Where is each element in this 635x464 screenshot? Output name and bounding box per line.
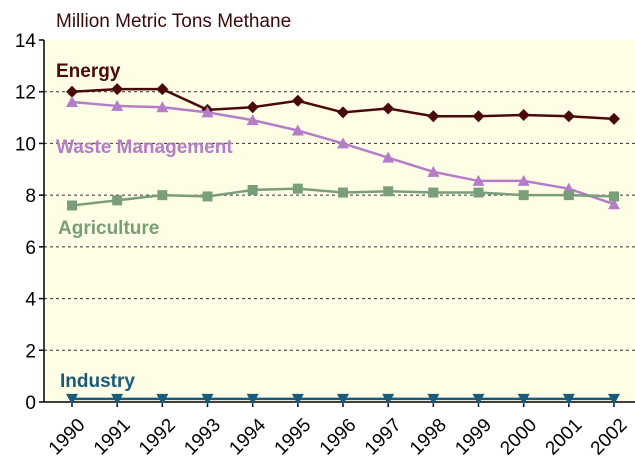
marker [246, 114, 259, 126]
axis-title: Million Metric Tons Methane [56, 11, 291, 32]
marker [608, 393, 620, 405]
marker [66, 85, 78, 98]
y-tick-label: 4 [25, 290, 36, 311]
x-tick-label: 1997 [361, 415, 406, 460]
marker [337, 106, 349, 119]
marker [156, 101, 169, 113]
marker [201, 393, 214, 405]
marker [427, 165, 440, 177]
marker [517, 108, 530, 121]
marker [517, 393, 530, 405]
marker [472, 110, 485, 123]
plot-background [44, 40, 635, 402]
x-tick-label: 2002 [587, 415, 632, 460]
marker [563, 190, 574, 201]
x-tick-label: 1994 [225, 414, 270, 459]
marker [428, 187, 439, 198]
marker [246, 393, 259, 405]
marker [111, 83, 124, 96]
marker [291, 94, 304, 107]
x-tick-label: 1996 [316, 415, 361, 460]
x-tick-label: 2000 [496, 415, 541, 460]
marker [562, 393, 575, 405]
x-tick-label: 1995 [271, 415, 316, 460]
marker [202, 191, 213, 202]
marker [382, 393, 395, 405]
marker [382, 151, 395, 163]
marker [246, 101, 259, 114]
marker [608, 112, 620, 125]
marker [337, 393, 349, 405]
series-label: Waste Management [56, 137, 233, 158]
marker [472, 393, 485, 405]
marker [427, 393, 440, 405]
y-tick-label: 12 [15, 83, 36, 104]
marker [427, 110, 440, 123]
x-tick-label: 1999 [451, 415, 496, 460]
marker [291, 393, 304, 405]
y-tick-label: 8 [25, 186, 36, 207]
marker [201, 106, 214, 118]
marker [337, 137, 349, 149]
marker [292, 183, 303, 194]
marker [157, 190, 168, 201]
marker [156, 83, 169, 96]
series-label: Agriculture [58, 218, 159, 239]
marker [473, 187, 484, 198]
series-label: Energy [56, 61, 121, 82]
marker [111, 393, 124, 405]
x-tick-label: 1990 [45, 415, 90, 460]
marker [383, 186, 394, 197]
x-tick-label: 1998 [406, 415, 451, 460]
x-tick-label: 1991 [90, 415, 135, 460]
x-tick-label: 2001 [542, 415, 587, 460]
series-label: Industry [60, 371, 135, 392]
y-tick-label: 2 [25, 341, 36, 362]
y-tick-label: 0 [25, 393, 36, 414]
marker [247, 184, 258, 195]
marker [66, 96, 78, 108]
marker [338, 187, 348, 198]
marker [291, 124, 304, 136]
marker [382, 102, 395, 115]
marker [608, 198, 620, 210]
marker [66, 393, 78, 405]
x-tick-label: 1992 [135, 415, 180, 460]
marker [112, 195, 123, 206]
x-tick-label: 1993 [180, 415, 225, 460]
marker [67, 200, 77, 211]
marker [517, 174, 530, 186]
marker [518, 190, 529, 201]
y-tick-label: 14 [15, 31, 37, 52]
marker [111, 99, 124, 111]
marker [609, 191, 619, 202]
marker [156, 393, 169, 405]
marker [472, 174, 485, 186]
marker [562, 110, 575, 123]
y-tick-label: 6 [25, 238, 36, 259]
y-tick-label: 10 [15, 134, 36, 155]
